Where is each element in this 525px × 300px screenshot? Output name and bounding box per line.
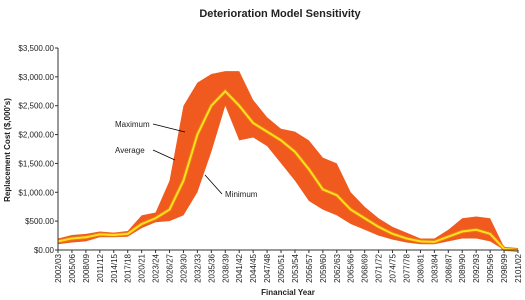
y-tick-label: $500.00 [25, 217, 54, 226]
y-tick-label: $3,500.00 [18, 44, 54, 53]
y-tick-label: $3,000.00 [18, 73, 54, 82]
x-tick-label: 2092/93 [472, 253, 481, 282]
chart-title: Deterioration Model Sensitivity [199, 8, 361, 20]
x-tick-label: 2074/75 [389, 253, 398, 282]
x-tick-label: 2059/60 [319, 253, 328, 282]
x-tick-label: 2065/66 [347, 253, 356, 282]
x-tick-label: 2101/02 [514, 253, 523, 282]
y-tick-label: $1,000.00 [18, 188, 54, 197]
annotation-leader [152, 149, 176, 161]
y-axis-label: Replacement Cost ($,000's) [3, 98, 12, 202]
x-axis-label: Financial Year [261, 288, 315, 297]
x-tick-label: 2053/54 [291, 253, 300, 282]
minimum-area [58, 105, 518, 250]
x-tick-label: 2011/12 [96, 253, 105, 282]
y-tick-label: $2,000.00 [18, 131, 54, 140]
x-tick-label: 2026/27 [166, 253, 175, 282]
annotation: Minimum [225, 190, 258, 199]
x-tick-label: 2044/45 [249, 253, 258, 282]
annotation-leader [204, 174, 223, 195]
x-tick-label: 2038/39 [221, 253, 230, 282]
x-tick-label: 2089/90 [458, 253, 467, 282]
x-tick-label: 2083/84 [430, 253, 439, 282]
x-tick-label: 2023/24 [152, 253, 161, 282]
x-tick-label: 2014/15 [110, 253, 119, 282]
y-tick-label: $1,500.00 [18, 159, 54, 168]
x-tick-label: 2056/57 [305, 253, 314, 282]
x-tick-label: 2071/72 [375, 253, 384, 282]
x-tick-label: 2008/09 [82, 253, 91, 282]
x-tick-label: 2077/78 [402, 253, 411, 282]
annotation: Average [115, 146, 145, 155]
x-tick-label: 2005/06 [68, 253, 77, 282]
annotation: Maximum [115, 120, 150, 129]
x-tick-label: 2080/81 [416, 253, 425, 282]
x-tick-label: 2029/30 [179, 253, 188, 282]
x-tick-label: 2098/99 [500, 253, 509, 282]
x-tick-label: 2047/48 [263, 253, 272, 282]
x-tick-label: 2017/18 [124, 253, 133, 282]
x-tick-label: 2002/03 [54, 253, 63, 282]
y-tick-label: $0.00 [34, 246, 55, 255]
x-tick-label: 2020/21 [138, 253, 147, 282]
x-tick-label: 2068/69 [361, 253, 370, 282]
x-tick-label: 2035/36 [207, 253, 216, 282]
x-tick-label: 2050/51 [277, 253, 286, 282]
average-line [57, 89, 519, 251]
x-tick-label: 2032/33 [193, 253, 202, 282]
x-tick-label: 2041/42 [235, 253, 244, 282]
x-tick-label: 2095/96 [486, 253, 495, 282]
x-tick-label: 2062/63 [333, 253, 342, 282]
annotation-leader [152, 123, 186, 133]
x-tick-label: 2086/87 [444, 253, 453, 282]
y-tick-label: $2,500.00 [18, 102, 54, 111]
